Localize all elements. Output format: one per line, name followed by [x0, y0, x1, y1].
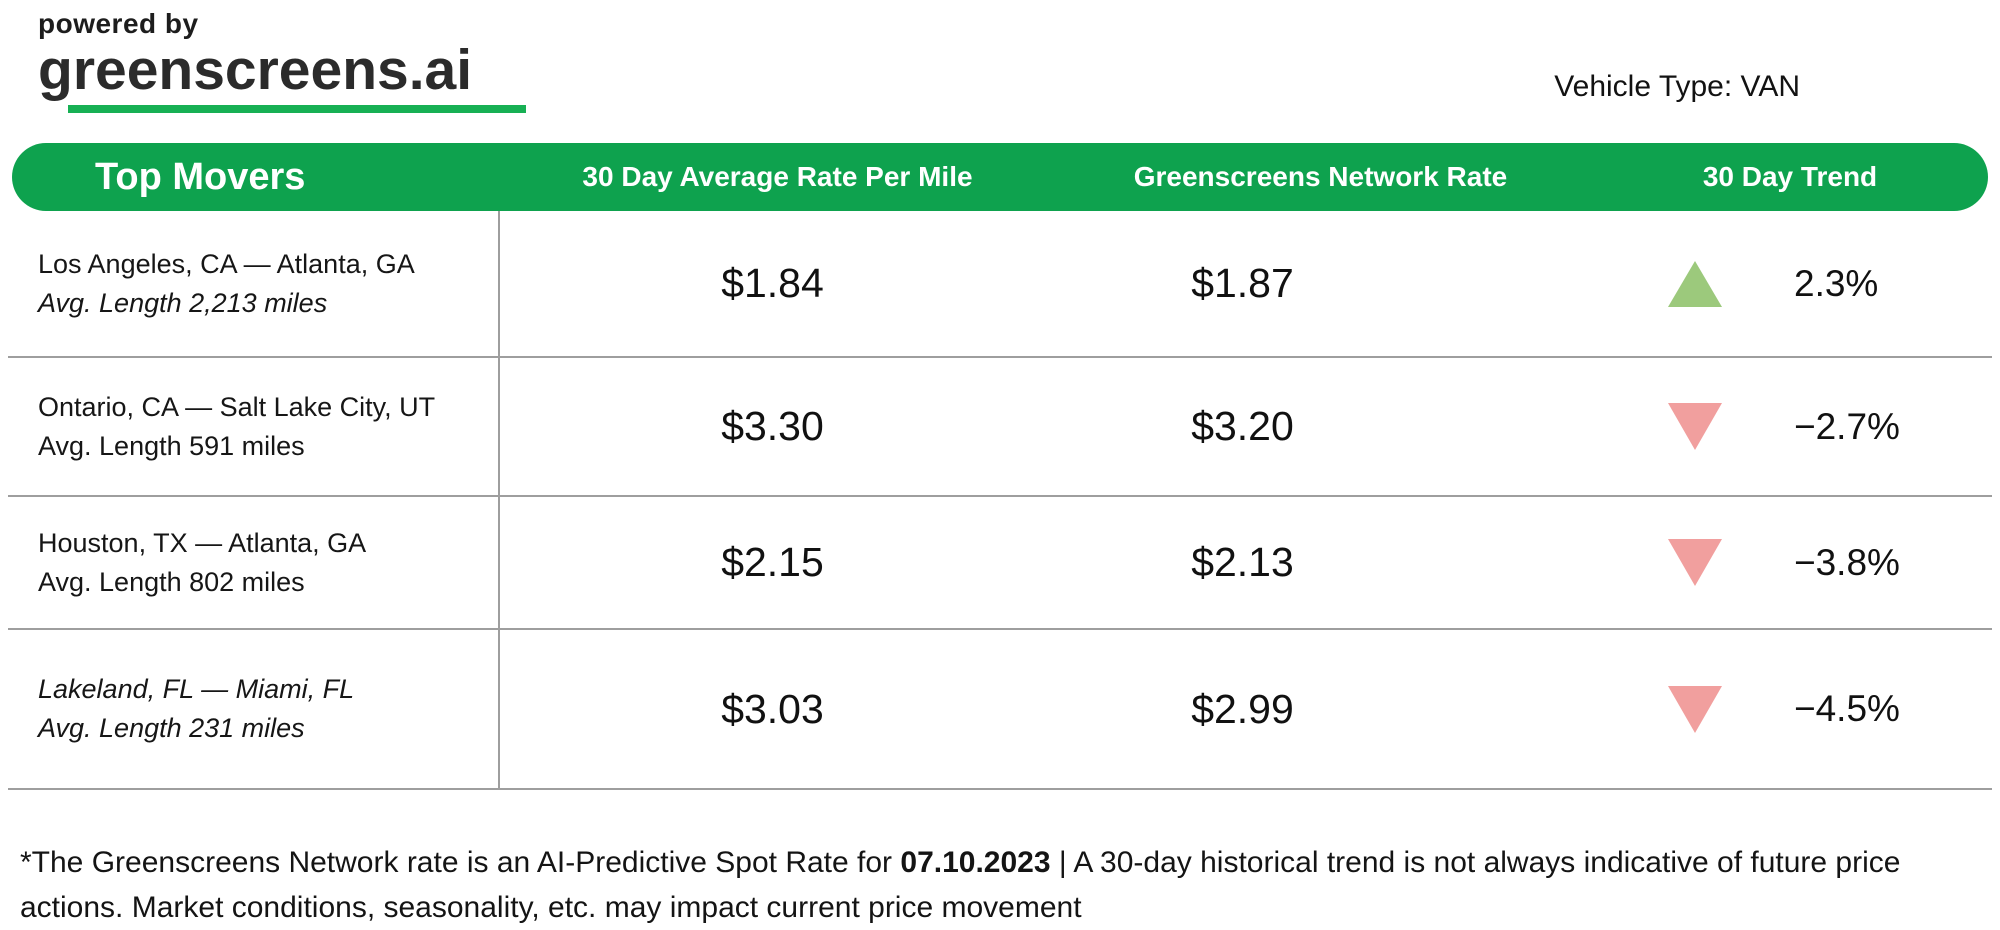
logo-wordmark: greenscreens.ai: [38, 38, 473, 102]
footnote: *The Greenscreens Network rate is an AI-…: [20, 840, 1930, 930]
route-cell: Houston, TX — Atlanta, GA Avg. Length 80…: [8, 497, 500, 628]
trend-percent: −3.8%: [1794, 541, 1900, 583]
logo-underline: [68, 104, 526, 113]
trend-cell: 2.3%: [1590, 211, 1992, 356]
table-row: Los Angeles, CA — Atlanta, GA Avg. Lengt…: [8, 211, 1992, 358]
footnote-date: 07.10.2023: [900, 846, 1051, 879]
network-rate-value: $3.20: [1191, 403, 1294, 449]
route-avg-length: Avg. Length 802 miles: [38, 566, 305, 597]
trend-cell: −4.5%: [1590, 630, 1992, 788]
trend-cell: −3.8%: [1590, 497, 1992, 628]
table-row: Lakeland, FL — Miami, FL Avg. Length 231…: [8, 630, 1992, 790]
route-name: Ontario, CA — Salt Lake City, UT: [38, 391, 436, 422]
table-row: Ontario, CA — Salt Lake City, UT Avg. Le…: [8, 358, 1992, 497]
network-rate-value: $2.99: [1191, 685, 1294, 732]
footnote-text-before-date: *The Greenscreens Network rate is an AI-…: [20, 846, 901, 879]
powered-by-text: powered by: [38, 8, 199, 39]
route-avg-length: Avg. Length 2,213 miles: [38, 287, 328, 318]
network-rate-value: $1.87: [1191, 260, 1294, 306]
route-cell: Ontario, CA — Salt Lake City, UT Avg. Le…: [8, 358, 500, 495]
route-avg-length: Avg. Length 231 miles: [38, 713, 305, 743]
network-rate-value: $2.13: [1191, 539, 1294, 585]
avg-rate-value: $2.15: [721, 539, 824, 585]
column-header-network-rate: Greenscreens Network Rate: [1133, 161, 1508, 192]
avg-rate-value: $1.84: [721, 260, 824, 306]
trend-down-triangle-icon: [1668, 685, 1722, 733]
route-cell: Los Angeles, CA — Atlanta, GA Avg. Lengt…: [8, 211, 500, 356]
trend-cell: −2.7%: [1590, 358, 1992, 495]
avg-rate-value: $3.30: [721, 403, 824, 449]
route-name: Lakeland, FL — Miami, FL: [38, 674, 355, 704]
footnote-text-after-date: | A 30-day historical trend is not alway…: [20, 846, 1901, 924]
table-header-bar: Top Movers 30 Day Average Rate Per Mile …: [12, 143, 1988, 211]
trend-down-triangle-icon: [1668, 539, 1722, 586]
table-row: Houston, TX — Atlanta, GA Avg. Length 80…: [8, 497, 1992, 630]
vehicle-type-label: Vehicle Type: VAN: [1554, 70, 1800, 103]
column-header-trend: 30 Day Trend: [1702, 161, 1878, 192]
table-body: Los Angeles, CA — Atlanta, GA Avg. Lengt…: [8, 211, 1992, 790]
route-name: Houston, TX — Atlanta, GA: [38, 527, 367, 558]
route-name: Los Angeles, CA — Atlanta, GA: [38, 248, 415, 279]
trend-percent: 2.3%: [1794, 262, 1879, 304]
route-avg-length: Avg. Length 591 miles: [38, 430, 305, 461]
route-cell: Lakeland, FL — Miami, FL Avg. Length 231…: [8, 630, 500, 788]
trend-percent: −2.7%: [1794, 405, 1900, 447]
column-header-top-movers: Top Movers: [95, 155, 306, 198]
trend-down-triangle-icon: [1668, 403, 1722, 450]
column-header-avg-rate: 30 Day Average Rate Per Mile: [582, 161, 973, 192]
greenscreens-logo: powered by greenscreens.ai: [38, 8, 526, 113]
trend-up-triangle-icon: [1668, 260, 1722, 307]
avg-rate-value: $3.03: [721, 685, 824, 732]
trend-percent: −4.5%: [1794, 688, 1900, 729]
